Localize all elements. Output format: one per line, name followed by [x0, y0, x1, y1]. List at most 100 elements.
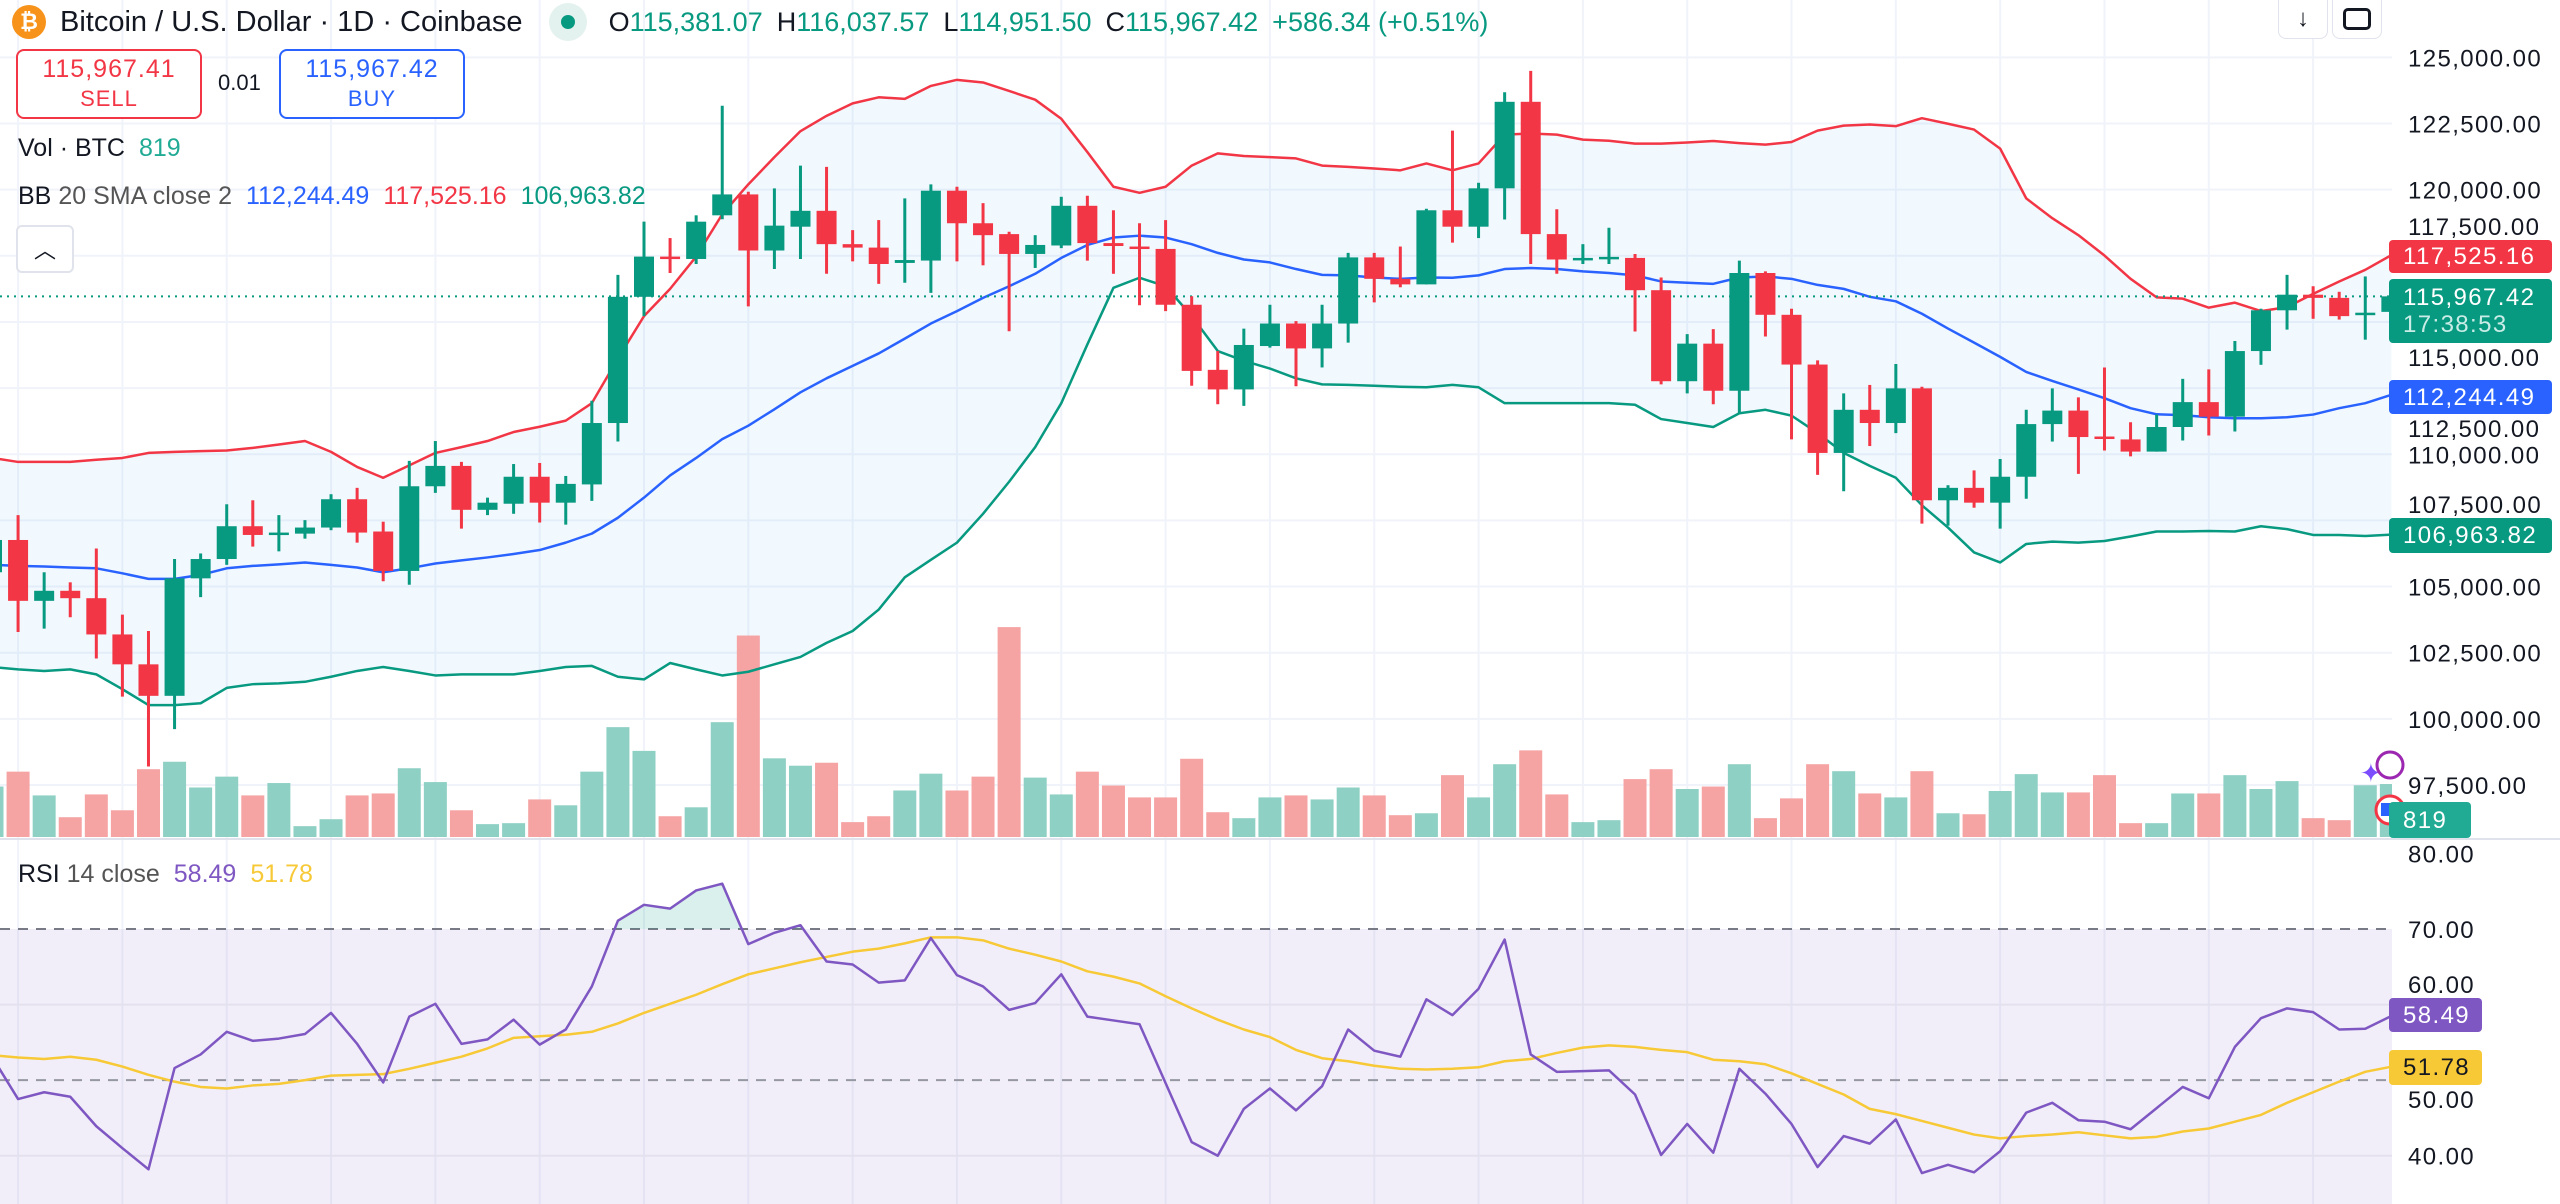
rsi-legend[interactable]: RSI 14 close 58.49 51.78 [18, 860, 313, 889]
candle[interactable] [999, 231, 1020, 332]
buy-button[interactable]: 115,967.42 BUY [279, 49, 465, 119]
candle[interactable] [581, 400, 602, 501]
candle[interactable] [1651, 277, 1672, 385]
candle[interactable] [1103, 210, 1124, 274]
candle[interactable] [268, 515, 289, 552]
candle[interactable] [2094, 367, 2115, 451]
candle[interactable] [1390, 246, 1411, 288]
candle[interactable] [1416, 208, 1437, 285]
candle[interactable] [34, 572, 55, 629]
candle[interactable] [2329, 291, 2350, 320]
candle[interactable] [2250, 308, 2271, 365]
sell-button[interactable]: 115,967.41 SELL [16, 49, 202, 119]
candle[interactable] [60, 582, 81, 618]
candle[interactable] [216, 504, 237, 565]
candle[interactable] [712, 105, 733, 220]
candle[interactable] [1885, 364, 1906, 434]
candle[interactable] [816, 166, 837, 274]
candle[interactable] [1598, 227, 1619, 265]
candle[interactable] [86, 548, 107, 659]
candle[interactable] [1442, 130, 1463, 243]
candle[interactable] [1964, 470, 1985, 508]
price-pane[interactable] [0, 70, 2403, 837]
candle[interactable] [1990, 459, 2011, 529]
candle[interactable] [1364, 252, 1385, 303]
candle[interactable] [1807, 360, 1828, 475]
candle[interactable] [1494, 92, 1515, 220]
candle[interactable] [294, 520, 315, 539]
candle[interactable] [1520, 70, 1541, 265]
candle[interactable] [1572, 244, 1593, 265]
candle[interactable] [868, 220, 889, 284]
candle[interactable] [503, 464, 524, 514]
candle[interactable] [1729, 260, 1750, 414]
candle[interactable] [2303, 286, 2324, 319]
download-button[interactable]: ↓ [2278, 0, 2328, 39]
candle[interactable] [1911, 386, 1932, 524]
candle[interactable] [8, 515, 29, 633]
rsi-pane[interactable] [0, 882, 2392, 1204]
candle[interactable] [1859, 384, 1880, 447]
candle[interactable] [242, 500, 263, 547]
candle[interactable] [2042, 388, 2063, 442]
candle[interactable] [764, 188, 785, 270]
candle[interactable] [842, 230, 863, 262]
candle[interactable] [138, 631, 159, 767]
candle[interactable] [1025, 235, 1046, 268]
bb-legend[interactable]: BB 20 SMA close 2 112,244.49 117,525.16 … [18, 182, 646, 211]
candle[interactable] [555, 475, 576, 525]
candle[interactable] [477, 497, 498, 516]
candle[interactable] [1051, 196, 1072, 249]
candle[interactable] [1938, 485, 1958, 526]
candle[interactable] [1625, 253, 1646, 332]
candle[interactable] [0, 528, 2, 583]
candle[interactable] [1833, 393, 1854, 492]
candle[interactable] [2120, 422, 2141, 457]
candle[interactable] [660, 238, 681, 273]
candle[interactable] [1338, 252, 1359, 343]
candle[interactable] [1181, 296, 1202, 386]
candle[interactable] [451, 461, 472, 529]
candle[interactable] [2068, 397, 2089, 474]
candle[interactable] [973, 203, 994, 266]
candle[interactable] [1155, 220, 1176, 312]
candle[interactable] [1129, 223, 1150, 306]
candle[interactable] [1077, 195, 1098, 261]
candle[interactable] [1677, 334, 1698, 394]
candle[interactable] [1207, 351, 1228, 405]
candle[interactable] [894, 198, 915, 283]
candle[interactable] [164, 559, 185, 730]
symbol-title[interactable]: Bitcoin / U.S. Dollar · 1D · Coinbase [60, 5, 523, 38]
candle[interactable] [1755, 271, 1776, 337]
candle[interactable] [190, 553, 211, 598]
candle[interactable] [2355, 276, 2376, 340]
collapse-legend-button[interactable]: ︿ [16, 225, 74, 273]
market-status-icon[interactable] [548, 3, 587, 41]
candle[interactable] [920, 184, 941, 293]
candle[interactable] [1312, 304, 1333, 368]
candle[interactable] [2016, 409, 2037, 499]
candle[interactable] [1546, 209, 1567, 274]
candle[interactable] [2172, 378, 2193, 441]
candle[interactable] [399, 460, 420, 585]
candle[interactable] [686, 215, 707, 265]
candle[interactable] [373, 521, 394, 582]
candle[interactable] [2198, 369, 2219, 436]
fullscreen-button[interactable] [2332, 0, 2382, 39]
bitcoin-icon[interactable]: ₿ [12, 5, 46, 39]
candle[interactable] [634, 221, 654, 317]
candle[interactable] [607, 274, 628, 442]
candle[interactable] [738, 191, 759, 307]
price-axis[interactable]: 125,000.00 122,500.00 120,000.00 117,500.00… [2408, 45, 2542, 1170]
candle[interactable] [1286, 321, 1306, 387]
candle[interactable] [2277, 274, 2298, 330]
candle[interactable] [946, 186, 967, 262]
candle[interactable] [1703, 329, 1724, 405]
candle[interactable] [1468, 182, 1489, 239]
candle[interactable] [321, 494, 342, 531]
candle[interactable] [1781, 308, 1802, 440]
candle[interactable] [347, 487, 368, 543]
candle[interactable] [1259, 304, 1280, 348]
volume-legend[interactable]: Vol · BTC 819 [18, 134, 181, 163]
